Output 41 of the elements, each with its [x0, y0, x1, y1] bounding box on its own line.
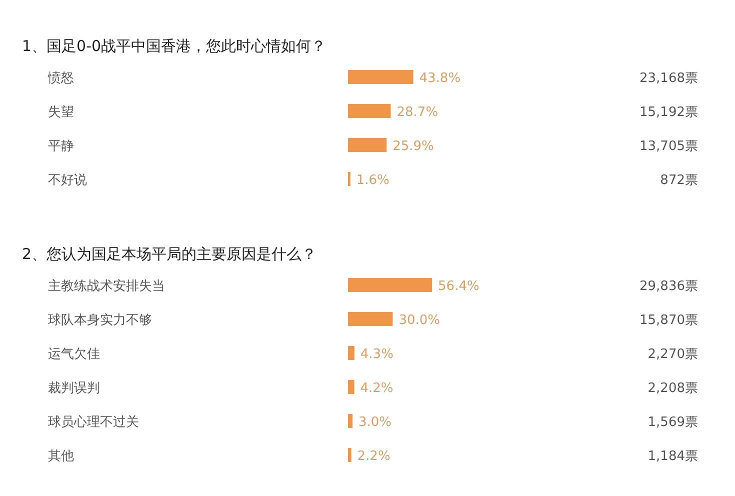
text: 2,270票	[648, 347, 698, 362]
data-label: 4.2%	[360, 381, 394, 396]
bar	[348, 104, 391, 118]
bar	[348, 448, 352, 462]
text: 2,208票	[648, 381, 698, 396]
data-label: 56.4%	[438, 279, 480, 294]
data-label: 1.6%	[356, 173, 390, 188]
y-tick-label: 愤怒	[47, 71, 74, 86]
y-tick-label: 运气欠佳	[48, 347, 100, 362]
text: 1、国足0-0战平中国香港，您此时心情如何？	[22, 37, 326, 55]
y-tick-label: 失望	[48, 105, 74, 120]
data-label: 2.2%	[357, 449, 390, 464]
text: 13,705票	[640, 139, 698, 154]
y-tick-label: 球员心理不过关	[48, 414, 139, 430]
data-label: 25.9%	[392, 139, 434, 154]
y-tick-label: 平静	[48, 139, 74, 154]
data-label: 3.0%	[358, 415, 392, 430]
y-tick-label: 球队本身实力不够	[48, 313, 152, 328]
text: 23,168票	[640, 71, 698, 86]
y-tick-label: 主教练战术安排失当	[48, 278, 165, 294]
bar	[348, 414, 352, 428]
data-label: 43.8%	[419, 71, 461, 86]
text: 872票	[660, 173, 698, 188]
bar	[348, 138, 387, 152]
text: 29,836票	[640, 279, 698, 294]
y-tick-label: 不好说	[48, 173, 87, 188]
bar	[348, 70, 414, 84]
text: 15,870票	[640, 313, 698, 328]
data-label: 30.0%	[398, 313, 440, 328]
y-tick-label: 裁判误判	[48, 381, 100, 396]
bar	[348, 278, 432, 292]
bar	[348, 346, 354, 360]
y-tick-label: 其他	[48, 449, 74, 464]
bar	[348, 312, 393, 326]
text: 2、您认为国足本场平局的主要原因是什么？	[22, 245, 317, 263]
text: 1,184票	[648, 449, 698, 464]
text: 1,569票	[648, 415, 698, 430]
data-label: 28.7%	[396, 105, 438, 120]
data-label: 4.3%	[360, 347, 394, 362]
bar	[348, 380, 354, 394]
text: 15,192票	[640, 105, 698, 120]
